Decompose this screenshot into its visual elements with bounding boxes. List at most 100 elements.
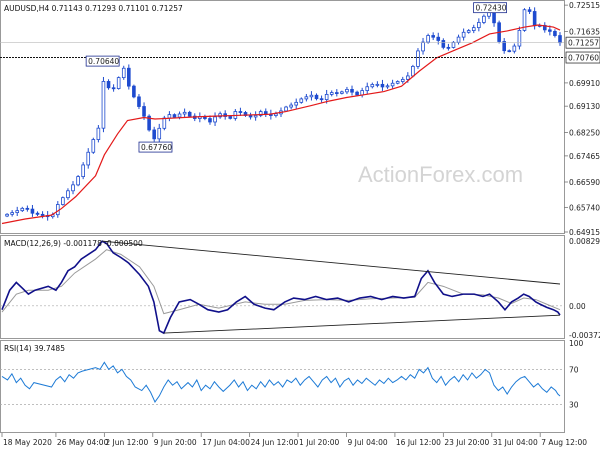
candle-body (132, 85, 136, 98)
candle-body (152, 129, 156, 140)
x-tick-label: 18 May 2020 (3, 438, 52, 447)
candle-body (213, 116, 217, 123)
candle-body (471, 27, 476, 31)
price-y-tick: 0.69910 (569, 79, 600, 88)
candle-body (385, 85, 390, 88)
candle-body (345, 89, 349, 93)
candle-body (10, 212, 14, 215)
x-tick-label: 23 Jul 20:00 (444, 438, 489, 447)
candle-body (370, 84, 375, 88)
level-price-tag (565, 51, 600, 64)
price-y-tick: 0.65740 (569, 203, 600, 212)
candle-body (319, 98, 324, 101)
candle-body (208, 118, 212, 123)
candle-body (548, 29, 552, 32)
candle-body (406, 75, 410, 80)
candle-body (502, 41, 506, 52)
candle-body (177, 113, 182, 118)
candle-body (253, 115, 258, 118)
x-tick-label: 1 Jul 20:00 (299, 438, 339, 447)
candle-body (137, 96, 141, 107)
price-annotation: 0.70640 (88, 57, 119, 66)
price-annotation: 0.72430 (476, 4, 507, 13)
candle-body (284, 106, 288, 112)
candle-body (350, 89, 354, 93)
x-tick-label: 9 Jun 20:00 (154, 438, 197, 447)
candle-body (15, 210, 20, 213)
candle-body (91, 139, 96, 153)
candle-body (558, 35, 562, 44)
candle-body (56, 204, 60, 216)
macd-y-tick: 0.008296 (569, 237, 600, 246)
candle-body (329, 92, 334, 95)
price-title: AUDUSD,H4 0.71143 0.71293 0.71101 0.7125… (4, 4, 183, 13)
price-layer: 0.70640 0.67760 0.72430 (0, 2, 564, 225)
price-y-tick: 0.67465 (569, 152, 600, 161)
price-annotation-box (473, 2, 507, 14)
candle-body (121, 67, 126, 79)
candle-body (238, 111, 243, 113)
x-tick-label: 7 Aug 12:00 (541, 438, 587, 447)
candle-body (274, 113, 278, 116)
candle-body (25, 207, 30, 210)
candle-body (426, 35, 430, 43)
candle-body (395, 81, 400, 84)
price-annotation-box (138, 141, 173, 153)
price-y-tick: 0.68250 (569, 128, 600, 137)
macd-y-tick: -0.003725 (569, 331, 600, 340)
candle-body (334, 92, 339, 94)
price-annotation-box (85, 55, 120, 67)
price-y-tick: 0.64915 (569, 228, 600, 237)
macd-trendline (163, 314, 561, 334)
candle-body (96, 127, 101, 140)
x-tick-label: 16 Jul 12:00 (396, 438, 441, 447)
candle-body (527, 9, 532, 12)
macd-signal-line (1, 249, 561, 315)
candle-body (20, 207, 25, 212)
candle-body (228, 116, 233, 119)
candle-body (182, 111, 187, 115)
macd-panel-frame (0, 235, 565, 339)
candle-body (466, 30, 471, 33)
candle-body (162, 117, 167, 129)
candle-body (157, 127, 162, 140)
candle-body (299, 98, 304, 103)
candle-body (380, 83, 385, 88)
candle-body (258, 111, 263, 116)
x-tick-label: 2 Jun 12:00 (105, 438, 148, 447)
candle-body (340, 91, 344, 94)
candle-body (86, 151, 91, 166)
candle-body (436, 36, 441, 41)
candle-body (187, 111, 192, 117)
candle-body (451, 41, 456, 48)
candle-body (223, 113, 228, 117)
candle-body (375, 83, 380, 86)
candle-body (127, 67, 131, 87)
candle-body (71, 184, 75, 192)
candle-body (167, 114, 172, 119)
price-y-tick: 0.66590 (569, 178, 600, 187)
candle-body (324, 94, 329, 100)
candle-body (355, 91, 359, 96)
x-tick-label: 26 May 04:00 (57, 438, 109, 447)
candle-body (35, 212, 40, 215)
candle-body (106, 81, 111, 89)
x-tick-label: 9 Jul 04:00 (347, 438, 387, 447)
macd-line (1, 240, 561, 335)
candle-body (314, 94, 319, 100)
rsi-y-tick: 70 (569, 365, 579, 374)
candle-body (172, 114, 177, 118)
candle-body (81, 164, 85, 177)
candle-body (482, 15, 486, 23)
candle-body (116, 77, 121, 89)
candle-body (512, 45, 517, 52)
macd-title: MACD(12,26,9) -0.001178 -0.000500 (4, 239, 143, 248)
rsi-panel-frame (0, 340, 565, 433)
candle-body (248, 115, 253, 118)
candle-body (456, 36, 461, 43)
candle-body (101, 81, 106, 129)
candle-body (76, 176, 80, 186)
candle-body (40, 213, 45, 216)
